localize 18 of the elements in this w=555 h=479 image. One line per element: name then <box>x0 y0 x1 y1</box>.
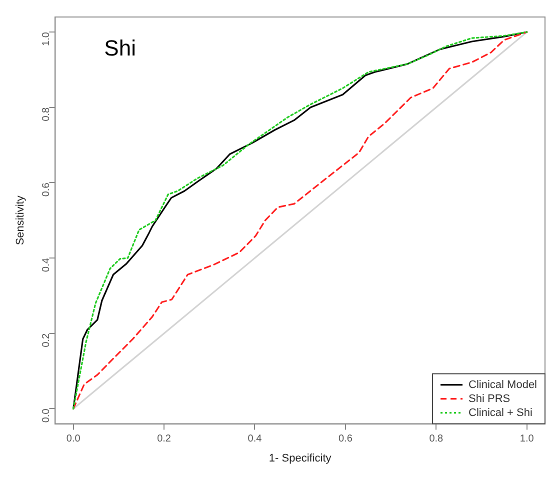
x-axis-title: 1- Specificity <box>268 452 332 464</box>
x-tick-label: 1.0 <box>520 434 534 445</box>
annotation: Shi <box>104 36 136 61</box>
x-tick-label: 0.8 <box>429 434 444 445</box>
legend-label: Clinical + Shi <box>468 406 532 419</box>
y-tick-label: 1.0 <box>40 32 52 46</box>
legend-label: Clinical Model <box>468 378 538 391</box>
y-tick-label: 0.4 <box>40 258 52 272</box>
x-tick-label: 0.6 <box>338 434 353 445</box>
x-tick-label: 0.0 <box>66 434 81 445</box>
y-tick-label: 0.6 <box>40 182 52 197</box>
y-axis-title: Sensitivity <box>14 195 27 246</box>
y-tick-label: 0.8 <box>40 106 52 122</box>
y-tick-label: 0.0 <box>40 408 52 423</box>
x-tick-label: 0.2 <box>157 434 172 445</box>
x-tick-label: 0.4 <box>248 434 262 445</box>
legend-label: Shi PRS <box>468 392 510 405</box>
y-tick-label: 0.2 <box>40 332 52 348</box>
